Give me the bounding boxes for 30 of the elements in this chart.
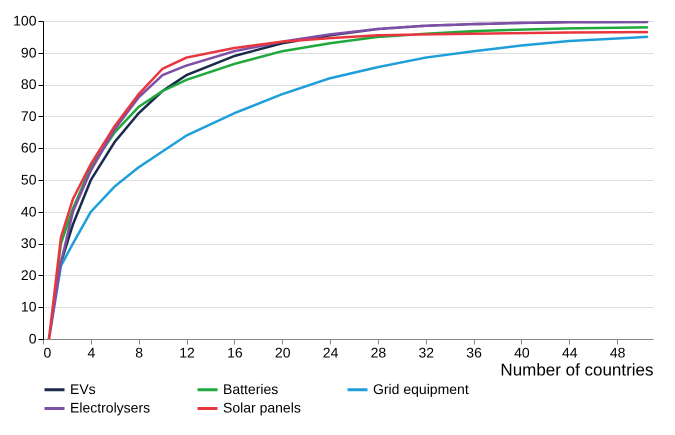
x-axis-title: Number of countries	[500, 360, 654, 380]
y-tick-label: 0	[28, 330, 37, 346]
x-tick-label: 44	[562, 344, 578, 360]
x-tick-label: 8	[135, 344, 144, 360]
legend-label: Solar panels	[223, 400, 301, 416]
y-tick-label: 10	[20, 298, 37, 315]
y-tick-label: 100	[13, 12, 37, 28]
x-tick-label: 28	[370, 344, 386, 360]
x-tick-label: 40	[514, 344, 530, 360]
legend-label: EVs	[70, 380, 96, 397]
y-tick-label: 80	[20, 76, 37, 92]
legend-label: Grid equipment	[373, 380, 469, 397]
x-tick-label: 32	[418, 344, 434, 360]
y-tick-label: 90	[20, 44, 37, 60]
x-tick-label: 12	[179, 344, 196, 360]
x-tick-label: 0	[44, 344, 52, 360]
legend-label: Batteries	[223, 380, 278, 397]
y-tick-label: 60	[20, 140, 37, 156]
y-tick-label: 50	[20, 172, 37, 188]
y-tick-label: 40	[20, 203, 37, 220]
x-tick-label: 36	[466, 344, 482, 360]
y-tick-label: 30	[20, 235, 37, 252]
x-tick-label: 20	[274, 344, 291, 360]
y-tick-label: 20	[20, 266, 37, 283]
y-tick-label: 70	[20, 108, 37, 124]
x-tick-label: 16	[227, 344, 243, 360]
x-tick-label: 24	[322, 344, 339, 360]
legend-label: Electrolysers	[70, 400, 150, 416]
x-tick-label: 48	[610, 344, 626, 360]
x-tick-label: 4	[87, 344, 96, 360]
